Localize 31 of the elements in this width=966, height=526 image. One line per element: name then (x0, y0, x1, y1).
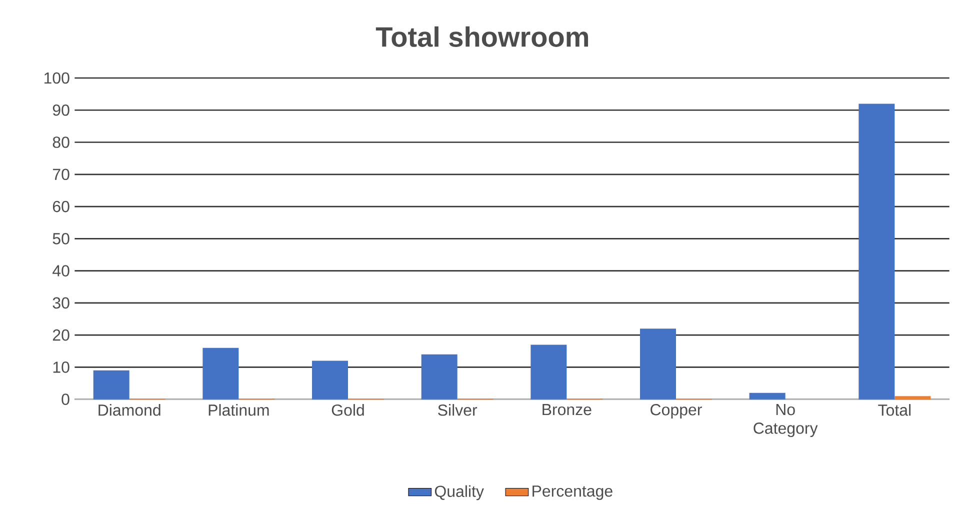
bar (530, 344, 567, 400)
bar (858, 104, 895, 400)
x-tick-label: Platinum (208, 404, 269, 416)
legend-label: Percentage (532, 486, 612, 500)
y-tick-label: 80 (52, 136, 70, 148)
x-tick-label: No Category (754, 404, 818, 438)
bar (640, 328, 676, 400)
y-tick-label: 70 (52, 168, 70, 180)
bar (202, 348, 239, 400)
y-tick-label: 50 (52, 233, 70, 244)
bar (749, 392, 786, 400)
y-tick-label: 0 (62, 394, 70, 405)
x-tick-label: Diamond (98, 404, 160, 416)
y-tick-label: 100 (44, 72, 70, 84)
y-tick-label: 90 (52, 104, 70, 116)
bar (894, 396, 931, 400)
y-tick-label: 10 (53, 362, 70, 373)
bar (421, 354, 458, 400)
y-tick-label: 60 (52, 200, 70, 212)
bar (93, 370, 130, 400)
x-tick-label: Silver (438, 404, 478, 416)
x-tick-label: Copper (650, 404, 702, 419)
x-tick-label: Bronze (542, 404, 592, 416)
legend-label: Quality (434, 485, 484, 500)
y-tick-label: 30 (52, 297, 70, 309)
x-tick-label: Total (878, 404, 911, 416)
y-tick-label: 20 (52, 329, 70, 341)
chart-title: Total showroom (376, 26, 588, 47)
y-tick-label: 40 (52, 265, 70, 276)
bar (312, 360, 348, 400)
x-tick-label: Gold (332, 404, 364, 416)
